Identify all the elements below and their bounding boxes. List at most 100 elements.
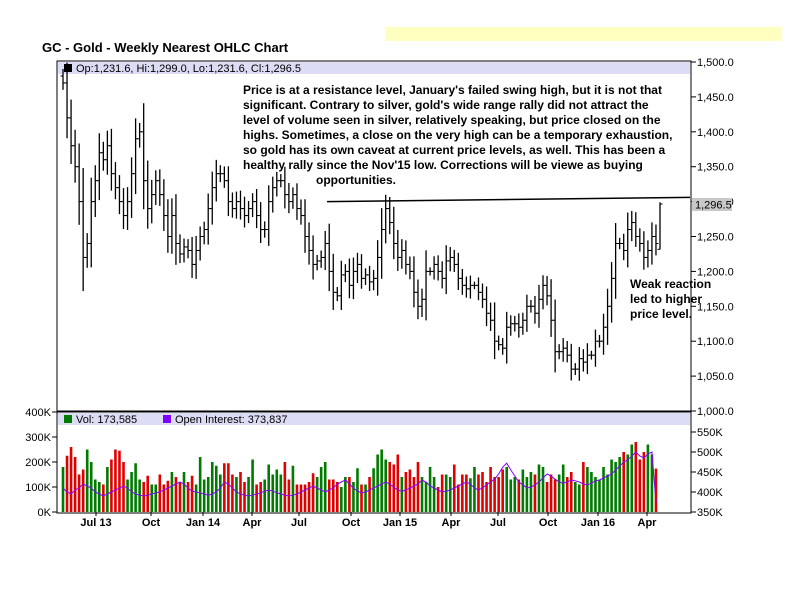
volume-bar — [283, 462, 287, 512]
volume-bar — [541, 467, 545, 512]
last-price-label: 1,296.5 — [695, 200, 732, 212]
volume-bar — [569, 472, 573, 512]
volume-bar — [202, 479, 206, 512]
volume-bar — [114, 449, 117, 512]
price-tick-label: 1,400.0 — [697, 127, 734, 139]
volume-bar — [505, 467, 509, 512]
volume-bar — [642, 452, 646, 512]
volume-bar — [186, 482, 190, 512]
volume-bar — [598, 479, 601, 512]
vol-left-tick-label: 200K — [25, 457, 51, 469]
volume-bar — [247, 477, 250, 512]
volume-bar — [81, 469, 85, 512]
x-tick-label: Jul — [291, 517, 307, 529]
volume-bar — [239, 472, 242, 512]
price-tick-label: 1,100.0 — [697, 336, 734, 348]
price-tick-label: 1,200.0 — [697, 266, 734, 278]
volume-bar — [275, 469, 279, 512]
oi-label: Open Interest: 373,837 — [175, 414, 288, 426]
price-tick-label: 1,450.0 — [697, 92, 734, 104]
volume-bar — [646, 444, 650, 512]
volume-bar — [481, 472, 484, 512]
volume-bar — [138, 479, 141, 512]
title-highlight — [385, 27, 782, 41]
annotation-main-line: healthy rally since the Nov'15 low. Corr… — [243, 158, 643, 172]
volume-bar — [65, 455, 69, 512]
volume-bar — [323, 462, 327, 512]
x-tick-label: Jul 13 — [80, 517, 111, 529]
volume-bar — [408, 469, 412, 512]
vol-left-tick-label: 300K — [25, 432, 51, 444]
annotation-weak-line: price level. — [630, 307, 693, 321]
volume-bar — [263, 479, 266, 512]
volume-bar — [182, 472, 186, 512]
x-tick-label: Jan 14 — [186, 517, 221, 529]
volume-bar — [497, 477, 500, 512]
oi-right-tick-label: 450K — [697, 467, 723, 479]
volume-bar — [473, 467, 476, 512]
volume-bar — [590, 472, 593, 512]
volume-bar — [364, 484, 367, 512]
volume-bar — [243, 482, 246, 512]
volume-ticks: 400K 300K 200K 100K 0K 550K 500K 450K 400K 350K — [25, 407, 723, 519]
oi-right-tick-label: 500K — [697, 447, 723, 459]
volume-bar — [251, 459, 254, 512]
volume-bar — [634, 442, 638, 512]
volume-bar — [98, 482, 101, 512]
oi-right-tick-label: 350K — [697, 507, 723, 519]
volume-bar — [335, 482, 339, 512]
volume-bar — [461, 474, 464, 512]
volume-bar — [553, 479, 557, 512]
volume-bar — [259, 482, 262, 512]
x-tick-label: Oct — [342, 517, 361, 529]
volume-bar — [340, 487, 343, 512]
volume-bar — [162, 484, 166, 512]
x-tick-label: Apr — [442, 517, 462, 529]
volume-bar — [493, 477, 496, 512]
volume-bar — [190, 475, 194, 512]
volume-bar — [279, 474, 283, 512]
chart-title: GC - Gold - Weekly Nearest OHLC Chart — [42, 40, 289, 55]
volume-bar — [255, 484, 258, 512]
volume-bar — [384, 459, 388, 512]
price-tick-label: 1,500.0 — [697, 57, 734, 69]
volume-bar — [501, 469, 504, 512]
volume-bar — [412, 477, 416, 512]
x-tick-label: Jan 16 — [581, 517, 615, 529]
volume-bar — [327, 479, 331, 512]
volume-bar — [315, 477, 319, 512]
annotation-main-line: Price is at a resistance level, January'… — [243, 83, 662, 97]
price-tick-label: 1,150.0 — [697, 301, 734, 313]
annotation-weak-line: Weak reaction — [630, 277, 712, 291]
vol-left-tick-label: 100K — [25, 482, 51, 494]
volume-bar — [594, 477, 597, 512]
volume-bar — [235, 477, 238, 512]
volume-bar — [432, 477, 436, 512]
volume-bar — [549, 474, 553, 512]
volume-bar — [299, 484, 303, 512]
volume-bar — [102, 484, 105, 512]
volume-bar — [126, 479, 129, 512]
volume-bar — [206, 477, 210, 512]
annotation-weak-reaction: Weak reaction led to higher price level. — [630, 277, 720, 322]
volume-bar — [436, 487, 440, 512]
volume-bar — [352, 482, 355, 512]
volume-bar — [561, 464, 565, 512]
volume-bar — [578, 484, 581, 512]
volume-bar — [118, 450, 121, 512]
last-price-box — [692, 198, 732, 211]
ohlc-bar — [653, 224, 659, 256]
x-tick-label: Apr — [243, 517, 263, 529]
x-tick-label: Apr — [638, 517, 658, 529]
volume-bar — [529, 472, 533, 512]
volume-bar — [630, 444, 634, 512]
volume-bar — [271, 474, 275, 512]
volume-bar — [521, 469, 525, 512]
volume-bar — [291, 465, 295, 512]
volume-bar — [307, 482, 311, 512]
vol-left-tick-label: 0K — [38, 507, 52, 519]
volume-bar — [638, 459, 642, 512]
volume-bar — [146, 475, 150, 512]
x-axis-labels: Jul 13 Oct Jan 14 Apr Jul Oct Jan 15 Apr Jul Oct J… — [80, 512, 657, 529]
